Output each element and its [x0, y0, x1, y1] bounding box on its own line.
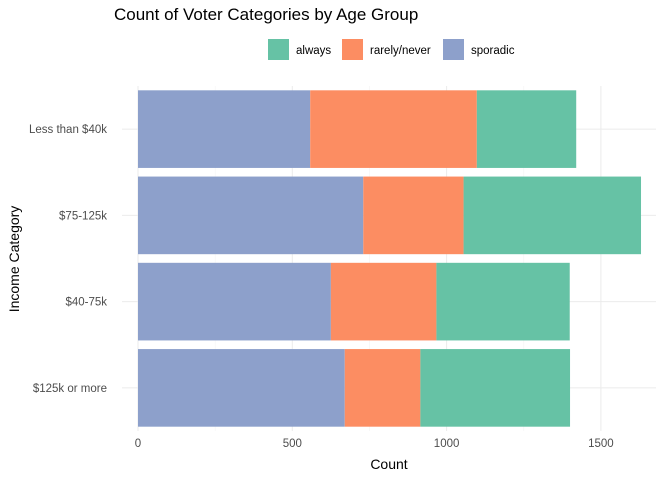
chart-title: Count of Voter Categories by Age Group — [114, 5, 418, 24]
bar-sporadic — [138, 90, 311, 168]
legend-key — [268, 39, 289, 60]
bar-always — [476, 90, 577, 168]
y-tick-label: Less than $40k — [29, 124, 107, 136]
bar-sporadic — [138, 176, 364, 255]
legend-label: always — [296, 45, 331, 57]
bar-always — [463, 176, 642, 255]
y-axis-ticks: $125k or more $40-75k $75-125k Less than $4… — [29, 124, 107, 395]
x-tick-label: 0 — [135, 438, 141, 450]
x-axis-ticks: 0 500 1000 1500 — [135, 438, 614, 450]
bar-always — [436, 262, 570, 341]
x-tick-label: 1500 — [588, 438, 614, 450]
y-axis-title: Income Category — [6, 206, 22, 313]
x-axis-title: Count — [370, 456, 407, 472]
bar-rarely-never — [363, 176, 464, 255]
y-tick-label: $125k or more — [33, 383, 107, 395]
bar-rarely-never — [310, 90, 477, 168]
y-tick-label: $40-75k — [65, 297, 107, 309]
bar-rarely-never — [344, 349, 421, 427]
bar-always — [420, 349, 571, 427]
x-tick-label: 500 — [283, 438, 302, 450]
legend: always rarely/never sporadic — [268, 39, 515, 60]
bars — [138, 90, 642, 427]
legend-key — [342, 39, 363, 60]
bar-sporadic — [138, 349, 345, 427]
bar-rarely-never — [330, 262, 437, 341]
legend-label: rarely/never — [370, 45, 431, 57]
y-tick-label: $75-125k — [59, 210, 107, 222]
legend-key — [443, 39, 464, 60]
x-tick-label: 1000 — [434, 438, 460, 450]
legend-label: sporadic — [471, 45, 515, 57]
bar-sporadic — [138, 262, 331, 341]
